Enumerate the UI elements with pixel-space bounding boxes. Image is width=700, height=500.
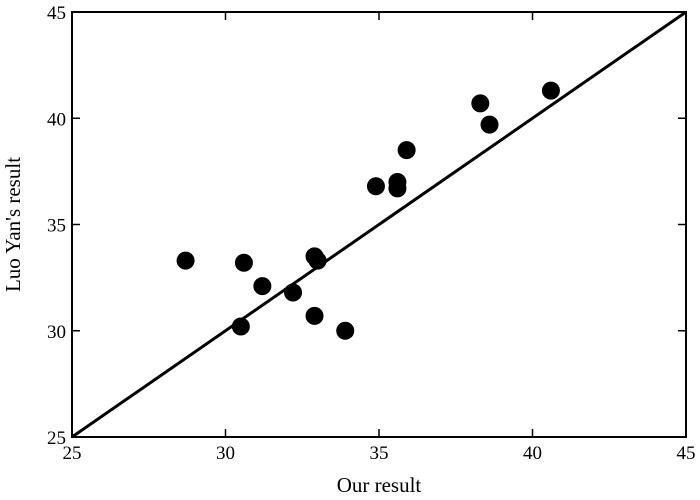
reference-line-layer: [71, 10, 687, 439]
y-axis-title: Luo Yan's result: [1, 157, 25, 292]
y-tick-label: 30: [47, 322, 66, 343]
y-tick-label: 35: [47, 216, 66, 237]
data-points-layer: [176, 81, 560, 340]
data-point: [471, 94, 490, 113]
data-point: [336, 321, 355, 340]
x-tick-label: 45: [677, 443, 696, 464]
data-point: [541, 81, 560, 100]
data-point: [234, 253, 253, 272]
x-tick-label: 40: [523, 443, 542, 464]
y-tick-label: 45: [47, 3, 66, 24]
data-point: [366, 177, 385, 196]
y-tick-label: 25: [47, 428, 66, 449]
x-axis-title: Our result: [337, 473, 422, 497]
y-tick-label: 40: [47, 109, 66, 130]
data-point: [388, 179, 407, 198]
data-point: [308, 251, 327, 270]
data-point: [397, 141, 416, 160]
data-point: [176, 251, 195, 270]
x-tick-label: 25: [63, 443, 82, 464]
reference-line-y-equals-x: [71, 10, 687, 439]
data-point: [284, 283, 303, 302]
x-tick-label: 35: [370, 443, 389, 464]
data-point: [231, 317, 250, 336]
data-point: [305, 306, 324, 325]
ticks-layer: 25 30 35 40 45 25 30 35 40 45: [47, 3, 696, 464]
data-point: [480, 115, 499, 134]
data-point: [253, 277, 272, 296]
x-tick-label: 30: [216, 443, 235, 464]
